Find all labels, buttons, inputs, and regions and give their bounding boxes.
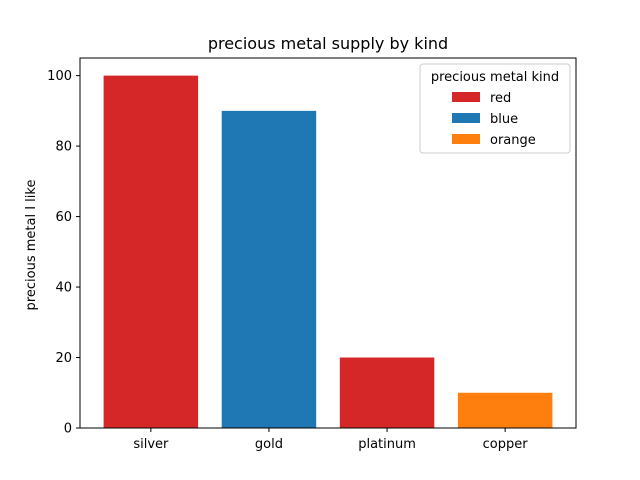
bar-platinum	[339, 357, 435, 428]
legend-swatch-blue	[452, 113, 480, 123]
plot-frame	[79, 57, 577, 429]
legend-swatch-orange	[452, 134, 480, 144]
x-tick-label-platinum: platinum	[358, 437, 416, 452]
legend: precious metal kind red blue orange	[419, 63, 571, 154]
legend-label-red: red	[490, 91, 511, 106]
y-tick-label-60: 60	[55, 210, 72, 225]
bar-copper	[457, 392, 553, 428]
legend-swatch-red	[452, 92, 480, 102]
bar-silver	[103, 75, 199, 429]
y-tick-label-100: 100	[47, 69, 72, 84]
bars-group	[103, 75, 553, 429]
legend-box	[419, 63, 571, 154]
legend-label-blue: blue	[490, 112, 518, 127]
y-tick-label-40: 40	[55, 281, 72, 296]
y-tick-label-80: 80	[55, 140, 72, 155]
legend-label-orange: orange	[490, 133, 536, 148]
y-tick-label-0: 0	[64, 422, 72, 437]
x-tick-label-gold: gold	[255, 437, 283, 452]
legend-title: precious metal kind	[431, 70, 559, 85]
y-tick-label-20: 20	[55, 351, 72, 366]
x-tick-label-copper: copper	[483, 437, 529, 452]
y-axis: 0 20 40 60 80 100	[47, 69, 80, 437]
y-axis-label: precious metal I like	[24, 180, 39, 311]
x-axis: silver gold platinum copper	[133, 428, 528, 452]
bar-gold	[221, 110, 317, 429]
chart-title: precious metal supply by kind	[208, 34, 448, 53]
x-tick-label-silver: silver	[133, 437, 169, 452]
